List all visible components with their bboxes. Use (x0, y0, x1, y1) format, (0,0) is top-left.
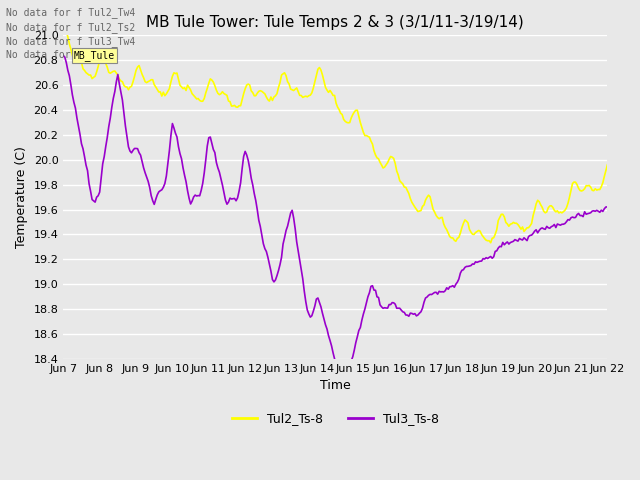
Tul2_Ts-8 (241, 86, 249, 92)
Tul2_Ts-8 (127, 84, 135, 89)
Tul2_Ts-8 (250, 93, 258, 99)
Tul3_Ts-8 (221, 197, 229, 203)
Text: No data for f Tul2_Ts2: No data for f Tul2_Ts2 (6, 22, 136, 33)
Legend: Tul2_Ts-8, Tul3_Ts-8: Tul2_Ts-8, Tul3_Ts-8 (227, 407, 444, 430)
Tul2_Ts-8 (299, 95, 307, 100)
Tul2_Ts-8 (576, 188, 584, 193)
Text: No data for f Tul2_Tw4: No data for f Tul2_Tw4 (6, 7, 136, 18)
Tul2_Ts-8 (487, 240, 495, 246)
Text: No data for f: No data for f (6, 50, 83, 60)
Tul2_Ts-8 (223, 93, 231, 98)
Y-axis label: Temperature (C): Temperature (C) (15, 146, 28, 248)
Text: MB_Tule: MB_Tule (74, 50, 115, 61)
Line: Tul2_Ts-8: Tul2_Ts-8 (63, 31, 607, 243)
Tul2_Ts-8 (60, 30, 67, 36)
Tul3_Ts-8 (249, 182, 257, 188)
Tul3_Ts-8 (298, 266, 305, 272)
Tul3_Ts-8 (126, 148, 134, 154)
Tul3_Ts-8 (343, 370, 351, 376)
Line: Tul3_Ts-8: Tul3_Ts-8 (63, 56, 607, 373)
Tul3_Ts-8 (604, 204, 611, 210)
Title: MB Tule Tower: Tule Temps 2 & 3 (3/1/11-3/19/14): MB Tule Tower: Tule Temps 2 & 3 (3/1/11-… (147, 15, 524, 30)
Text: No data for f Tul3_Tw4: No data for f Tul3_Tw4 (6, 36, 136, 47)
Tul2_Ts-8 (63, 28, 70, 34)
X-axis label: Time: Time (320, 379, 351, 392)
Tul2_Ts-8 (604, 162, 611, 168)
Tul3_Ts-8 (575, 211, 582, 216)
Tul3_Ts-8 (60, 53, 67, 59)
Tul3_Ts-8 (240, 154, 248, 159)
